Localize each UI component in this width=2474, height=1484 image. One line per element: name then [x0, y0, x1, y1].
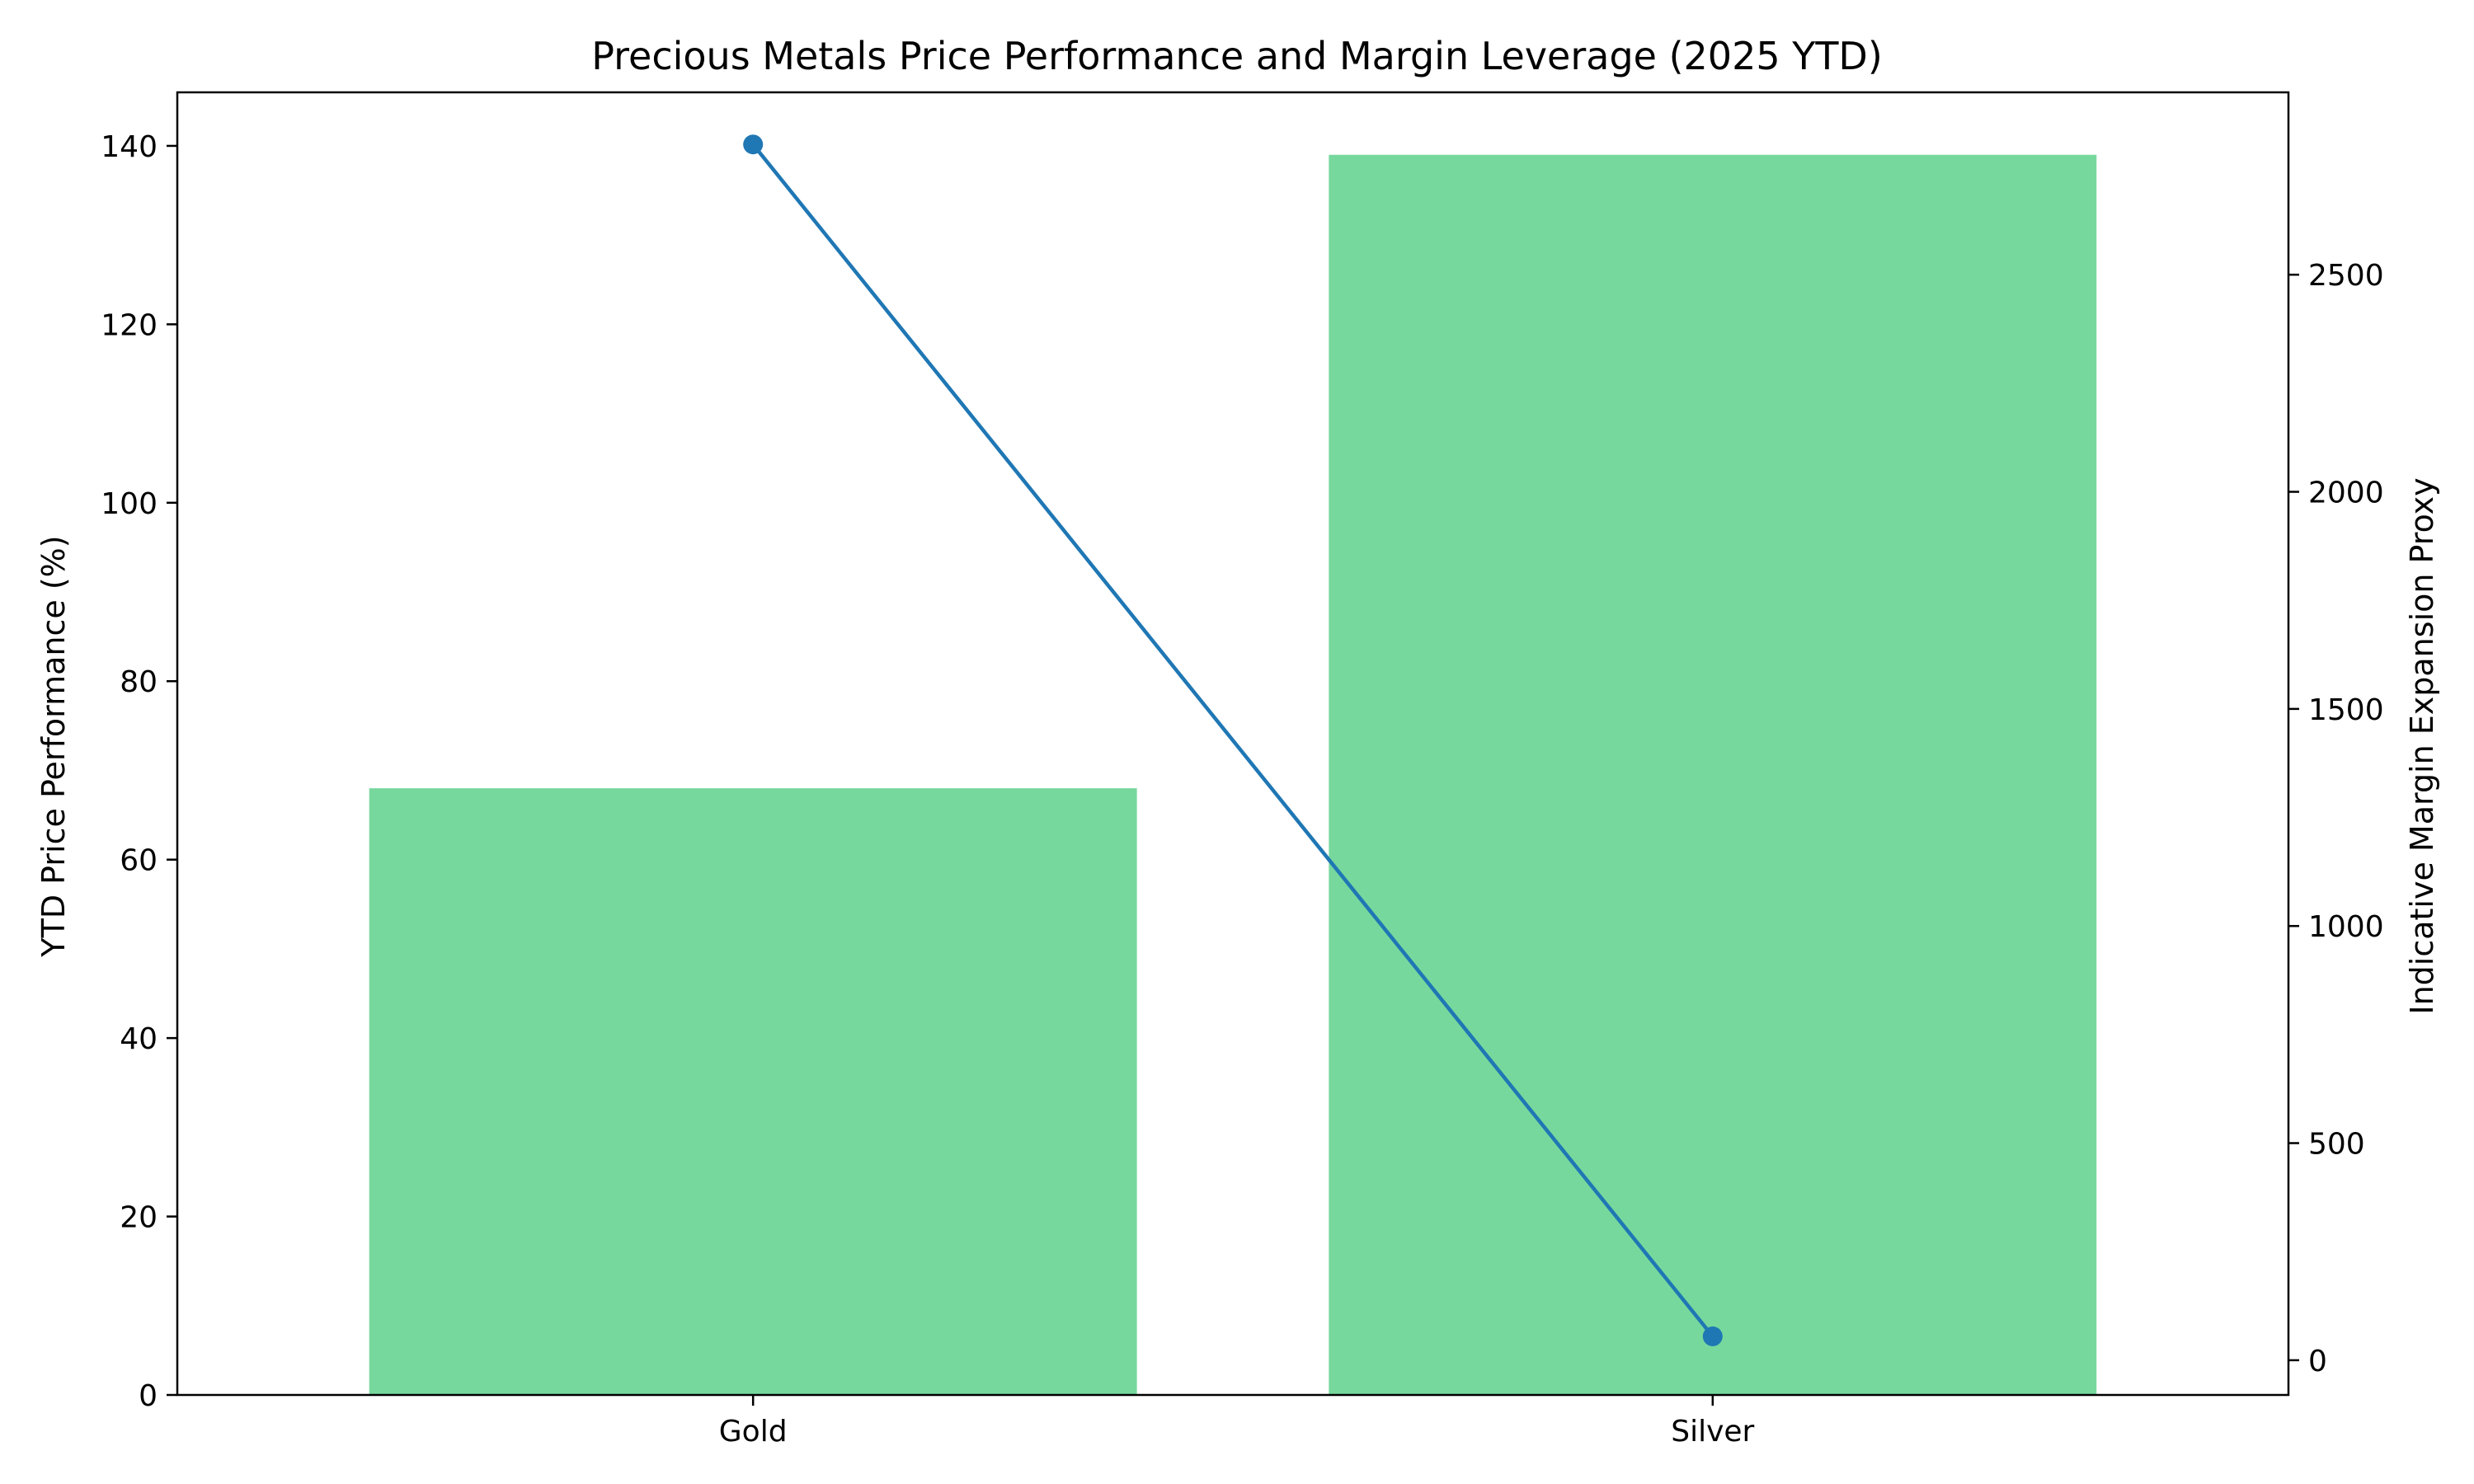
y-tick-label: 80: [120, 665, 158, 699]
y2-tick-label: 2000: [2308, 477, 2384, 510]
y2-tick-label: 1500: [2308, 693, 2384, 727]
y2-tick-label: 0: [2308, 1345, 2327, 1378]
x-tick-label-gold: Gold: [719, 1415, 788, 1449]
axes: 0 20 40 60 80 100 120 140 0 500 1000 1500 2000 2500 Go…: [101, 91, 2384, 1449]
line-path: [751, 143, 1714, 1338]
y-axis-label: YTD Price Performance (%): [35, 535, 72, 957]
y2-tick-label: 500: [2308, 1128, 2365, 1162]
chart-title: Precious Metals Price Performance and Ma…: [591, 34, 1883, 78]
y2-tick-label: 1000: [2308, 910, 2384, 944]
y2-axis-label: Indicative Margin Expansion Proxy: [2404, 477, 2440, 1014]
y-tick-label: 20: [120, 1201, 158, 1235]
bar-series: [369, 154, 2097, 1395]
line-point-gold: [743, 134, 764, 155]
y-tick-label: 40: [120, 1022, 158, 1056]
bar-gold: [369, 788, 1137, 1395]
line-series: [743, 134, 1723, 1346]
y-tick-label: 100: [101, 487, 158, 521]
y2-tick-label: 2500: [2308, 259, 2384, 293]
plot-frame: [176, 91, 2290, 1397]
line-point-silver: [1702, 1326, 1723, 1346]
x-tick-label-silver: Silver: [1671, 1415, 1754, 1449]
bar-silver: [1329, 154, 2097, 1395]
y-tick-label: 140: [101, 130, 158, 164]
y-tick-label: 120: [101, 308, 158, 342]
y-tick-label: 0: [139, 1379, 158, 1413]
y-tick-label: 60: [120, 844, 158, 878]
